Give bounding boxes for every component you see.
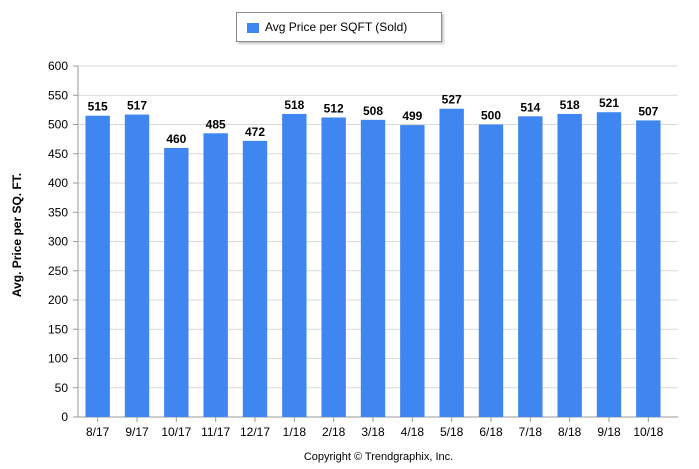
x-tick-label: 10/18	[633, 425, 663, 439]
x-tick-label: 4/18	[401, 425, 425, 439]
data-label: 514	[520, 100, 540, 114]
y-tick-label: 600	[48, 59, 68, 73]
x-tick-label: 8/18	[558, 425, 582, 439]
data-label: 499	[402, 109, 422, 123]
x-tick-label: 12/17	[240, 425, 270, 439]
x-tick-label: 7/18	[519, 425, 543, 439]
bar	[596, 112, 622, 417]
bar	[400, 125, 425, 418]
x-tick-label: 6/18	[479, 425, 503, 439]
data-label: 460	[166, 132, 186, 146]
data-label: 515	[88, 100, 108, 114]
x-tick-label: 3/18	[361, 425, 385, 439]
data-label: 507	[638, 104, 658, 118]
x-tick-label: 2/18	[322, 425, 346, 439]
data-label: 508	[363, 104, 383, 118]
data-label: 485	[206, 117, 226, 131]
x-tick-label: 5/18	[440, 425, 464, 439]
bar	[557, 113, 582, 417]
data-label: 517	[127, 99, 147, 113]
legend-swatch	[247, 23, 259, 33]
y-tick-label: 450	[48, 147, 68, 161]
x-tick-label: 8/17	[86, 425, 110, 439]
bar	[242, 140, 268, 417]
y-tick-label: 500	[48, 118, 68, 132]
y-tick-label: 200	[48, 293, 68, 307]
y-tick-label: 550	[48, 88, 68, 102]
data-label: 500	[481, 109, 501, 123]
copyright-text: Copyright © Trendgraphix, Inc.	[303, 451, 454, 463]
x-tick-label: 1/18	[283, 425, 307, 439]
y-tick-label: 150	[48, 322, 68, 336]
bar	[321, 117, 346, 417]
bar	[203, 133, 228, 417]
bar	[439, 108, 464, 417]
data-label: 512	[324, 101, 344, 115]
bar	[282, 113, 307, 417]
data-label: 527	[442, 93, 462, 107]
bar	[636, 120, 661, 417]
chart-legend: Avg Price per SQFT (Sold)	[236, 12, 442, 42]
data-label: 521	[599, 96, 619, 110]
y-tick-label: 0	[61, 410, 68, 424]
legend-label: Avg Price per SQFT (Sold)	[265, 20, 408, 34]
y-tick-label: 250	[48, 264, 68, 278]
bar	[124, 114, 150, 418]
bar	[164, 147, 189, 417]
x-tick-label: 9/18	[597, 425, 621, 439]
data-label: 518	[560, 98, 580, 112]
bar	[360, 119, 386, 417]
data-label: 518	[284, 98, 304, 112]
y-tick-label: 50	[55, 381, 69, 395]
y-tick-label: 300	[48, 235, 68, 249]
data-label: 472	[245, 125, 265, 139]
x-tick-label: 9/17	[125, 425, 149, 439]
y-tick-label: 400	[48, 176, 68, 190]
bar	[85, 115, 110, 417]
bar	[478, 124, 504, 417]
x-tick-label: 11/17	[201, 425, 230, 439]
y-tick-label: 100	[48, 352, 68, 366]
y-tick-label: 350	[48, 205, 68, 219]
x-tick-label: 10/17	[161, 425, 191, 439]
bar	[518, 116, 543, 417]
